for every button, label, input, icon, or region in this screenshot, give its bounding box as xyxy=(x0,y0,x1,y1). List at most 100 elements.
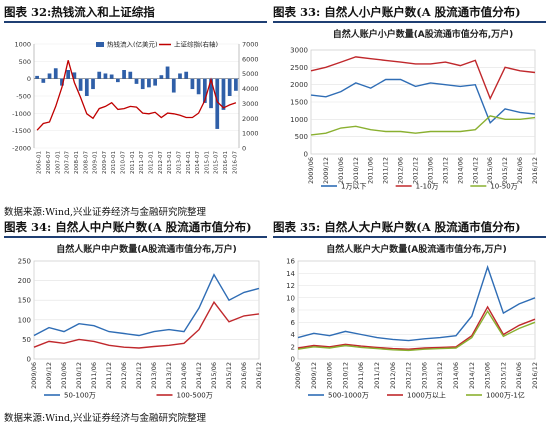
x-tick-label: 2014/12 xyxy=(471,157,479,184)
x-tick-label: 2013-01 xyxy=(167,151,173,174)
x-tick-label: 2014/12 xyxy=(468,362,476,389)
chart-title: 自然人账户大户数量(A股流通市值分布,万户) xyxy=(326,243,507,255)
y-right-tick-label: 2000 xyxy=(242,115,259,123)
x-tick-label: 2009/06 xyxy=(294,362,302,389)
panel-32-title: 图表 32:热钱流入和上证综指 xyxy=(4,3,267,23)
x-tick-label: 2009/06 xyxy=(30,362,38,389)
x-tick-label: 2009/12 xyxy=(45,362,53,389)
x-tick-label: 2016/06 xyxy=(240,362,248,389)
x-tick-label: 2015/12 xyxy=(225,362,233,389)
series-line xyxy=(310,78,536,125)
y-right-tick-label: 5000 xyxy=(242,70,259,78)
y-tick-label: 12 xyxy=(286,282,295,290)
large-accounts-chart: 自然人账户大户数量(A股流通市值分布,万户)16141210864202009/… xyxy=(286,243,539,400)
hot-money-bar xyxy=(122,70,126,79)
x-tick-label: 2015/12 xyxy=(501,157,509,184)
y-left-tick-label: 0 xyxy=(27,75,31,83)
y-tick-label: 50 xyxy=(22,336,31,344)
x-tick-label: 2010/12 xyxy=(75,362,83,389)
x-tick-label: 2014/06 xyxy=(452,362,460,389)
x-tick-label: 2016-07 xyxy=(232,151,238,174)
x-tick-label: 2015/06 xyxy=(210,362,218,389)
y-tick-label: 500 xyxy=(295,133,308,141)
y-tick-label: 4 xyxy=(291,331,296,339)
hot-money-bar xyxy=(60,78,64,86)
y-left-tick-label: -1000 xyxy=(12,110,31,118)
hot-money-bar xyxy=(35,75,39,79)
hot-money-bar xyxy=(215,78,220,129)
hot-money-bar xyxy=(97,71,102,79)
x-tick-label: 2012-07 xyxy=(158,151,164,174)
panel-35-title: 图表 35: 自然人大户账户数(A 股流通市值分布) xyxy=(273,218,546,238)
y-right-tick-label: 1000 xyxy=(242,130,259,138)
hot-money-bar xyxy=(153,78,157,86)
medium-accounts-chart: 自然人账户中户数量(A股流通市值分布,万户)250200150100500200… xyxy=(18,243,263,400)
y-tick-label: 3000 xyxy=(290,47,308,55)
y-right-tick-label: 7000 xyxy=(242,41,259,49)
series-line xyxy=(297,309,536,352)
legend-label: 1000万以上 xyxy=(407,391,446,400)
x-tick-label: 2007-07 xyxy=(65,151,71,174)
x-tick-label: 2012/12 xyxy=(135,362,143,389)
x-tick-label: 2012-01 xyxy=(148,151,154,174)
hot-money-bar xyxy=(72,72,77,79)
y-tick-label: 2500 xyxy=(290,64,308,72)
x-tick-label: 2010/12 xyxy=(352,157,360,184)
hot-money-bar xyxy=(227,78,232,96)
hot-money-bar xyxy=(91,78,95,90)
hot-money-bar xyxy=(128,71,133,79)
x-tick-label: 2015/12 xyxy=(499,362,507,389)
x-tick-label: 2016/12 xyxy=(531,157,539,184)
x-tick-label: 2008-01 xyxy=(74,151,80,174)
y-right-tick-label: 0 xyxy=(242,145,246,153)
x-tick-label: 2015/06 xyxy=(486,157,494,184)
y-tick-label: 14 xyxy=(286,270,295,278)
series-line xyxy=(310,115,536,136)
x-tick-label: 2013/06 xyxy=(426,157,434,184)
x-tick-label: 2013/12 xyxy=(165,362,173,389)
legend-label: 50-100万 xyxy=(64,392,96,400)
legend-label: 上证综指(右轴) xyxy=(174,40,218,49)
x-tick-label: 2011/06 xyxy=(90,362,98,389)
x-tick-label: 2014-07 xyxy=(195,151,201,174)
x-tick-label: 2016/06 xyxy=(516,157,524,184)
x-tick-label: 2011-07 xyxy=(139,151,145,174)
x-tick-label: 2013/12 xyxy=(441,157,449,184)
hot-money-bar xyxy=(84,78,89,96)
hot-money-bar xyxy=(66,70,71,79)
series-line xyxy=(297,264,536,342)
legend-label: 1-10万 xyxy=(416,183,439,191)
x-tick-label: 2010/06 xyxy=(326,362,334,389)
x-tick-label: 2016-01 xyxy=(223,151,229,174)
x-tick-label: 2013-07 xyxy=(176,151,182,174)
y-left-tick-label: -1500 xyxy=(12,127,31,135)
x-tick-label: 2012/12 xyxy=(405,362,413,389)
x-tick-label: 2014-01 xyxy=(186,151,192,174)
y-tick-label: 100 xyxy=(18,316,31,324)
y-tick-label: 16 xyxy=(286,258,295,266)
y-tick-label: 8 xyxy=(291,307,295,315)
y-tick-label: 1500 xyxy=(290,99,308,107)
y-left-tick-label: -500 xyxy=(16,93,31,101)
x-tick-label: 2011/06 xyxy=(357,362,365,389)
x-tick-label: 2016/06 xyxy=(515,362,523,389)
x-tick-label: 2009/12 xyxy=(322,157,330,184)
hot-money-bar xyxy=(165,66,170,79)
x-tick-label: 2012/06 xyxy=(389,362,397,389)
panel-34-title: 图表 34: 自然人中户账户数(A 股流通市值分布) xyxy=(4,218,267,238)
x-tick-label: 2014/12 xyxy=(195,362,203,389)
hot-money-bar xyxy=(109,74,114,79)
hot-money-bar xyxy=(134,78,139,84)
x-tick-label: 2015-07 xyxy=(214,151,220,174)
y-right-tick-label: 6000 xyxy=(242,55,259,63)
index-line xyxy=(36,60,237,131)
y-tick-label: 150 xyxy=(18,297,31,305)
chart-title: 自然人账户小户数量(A股流通市值分布,万户) xyxy=(333,28,514,40)
hot-money-bar xyxy=(103,73,108,79)
legend-label: 100-500万 xyxy=(177,392,213,400)
x-tick-label: 2010/06 xyxy=(60,362,68,389)
hot-money-bar xyxy=(184,71,189,79)
x-tick-label: 2011-01 xyxy=(130,151,136,174)
x-tick-label: 2009/12 xyxy=(310,362,318,389)
x-tick-label: 2015/06 xyxy=(484,362,492,389)
